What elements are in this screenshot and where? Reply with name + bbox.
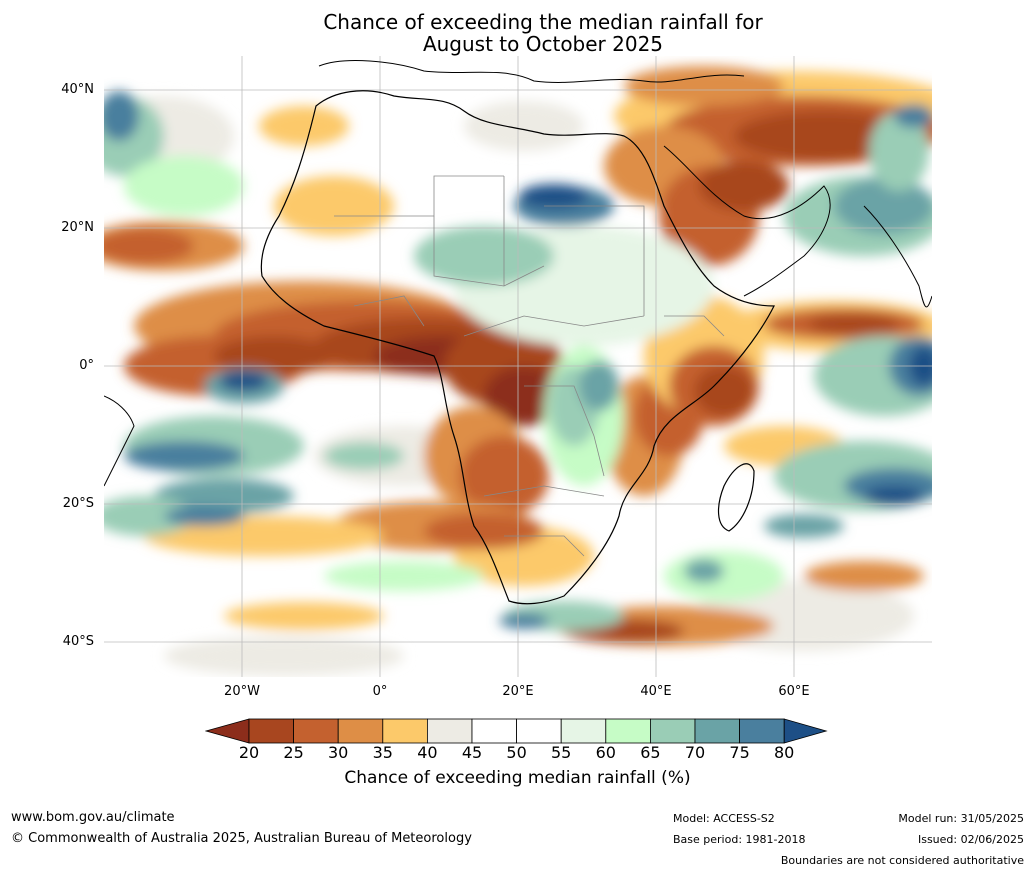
colorbar-extend-low — [204, 718, 250, 744]
colorbar-swatch — [605, 718, 651, 744]
colorbar-tick-label: 60 — [595, 743, 616, 762]
lon-label-40e: 40°E — [640, 684, 672, 699]
india-coastline — [863, 205, 933, 308]
lon-label-0: 0° — [372, 684, 388, 699]
footer-url: www.bom.gov.au/climate — [11, 810, 175, 825]
europe-coastline — [318, 60, 745, 83]
footer-model: Model: ACCESS-S2 — [673, 812, 775, 825]
colorbar-swatch — [471, 718, 517, 744]
colorbar-swatch — [694, 718, 740, 744]
lat-label-40s: 40°S — [62, 634, 94, 649]
colorbar-label: Chance of exceeding median rainfall (%) — [344, 768, 691, 788]
colorbar-tick-label: 80 — [774, 743, 795, 762]
map-title-line1: Chance of exceeding the median rainfall … — [323, 10, 763, 34]
colorbar-tick-label: 50 — [506, 743, 527, 762]
colorbar-tick-label: 70 — [684, 743, 706, 762]
colorbar-tick-label: 20 — [238, 743, 260, 762]
colorbar-svg — [204, 718, 828, 744]
probability-field — [84, 66, 974, 676]
lat-label-20s: 20°S — [62, 496, 94, 511]
footer-model-run: Model run: 31/05/2025 — [898, 812, 1024, 825]
colorbar-extend-high — [783, 718, 828, 744]
colorbar-swatch — [560, 718, 607, 744]
lat-label-40n: 40°N — [61, 82, 94, 97]
colorbar-swatch — [426, 718, 473, 744]
colorbar-swatch — [739, 718, 785, 744]
colorbar-tick-label: 65 — [640, 743, 661, 762]
footer-copyright: © Commonwealth of Australia 2025, Austra… — [11, 831, 472, 846]
graticule — [104, 56, 932, 677]
colorbar-swatch — [248, 718, 294, 744]
colorbar-swatch — [649, 718, 696, 744]
colorbar-swatch — [337, 718, 384, 744]
footer-disclaimer: Boundaries are not considered authoritat… — [780, 854, 1024, 867]
colorbar-swatch — [382, 718, 428, 744]
colorbar-tick-label: 25 — [283, 743, 304, 762]
colorbar-tick-label: 35 — [372, 743, 393, 762]
rainfall-map — [84, 56, 974, 677]
footer-base-period: Base period: 1981-2018 — [673, 833, 806, 846]
lat-label-20n: 20°N — [61, 220, 94, 235]
colorbar-tick-label: 45 — [461, 743, 483, 762]
country-borders — [334, 175, 725, 557]
colorbar-swatch — [293, 718, 339, 744]
south-america-coastline — [103, 395, 135, 487]
lat-label-equator: 0° — [79, 358, 94, 373]
africa-coastline — [260, 90, 775, 605]
lon-label-20w: 20°W — [224, 684, 260, 699]
colorbar-tick-label: 75 — [729, 743, 750, 762]
lon-label-60e: 60°E — [778, 684, 810, 699]
arabia-coastline — [663, 145, 831, 297]
map-svg — [84, 56, 974, 677]
colorbar-tick-label: 30 — [328, 743, 349, 762]
colorbar-tick-label: 40 — [417, 743, 438, 762]
lon-label-20e: 20°E — [502, 684, 534, 699]
colorbar — [204, 718, 831, 748]
madagascar-coastline — [718, 463, 755, 532]
map-title-line2: August to October 2025 — [422, 32, 664, 56]
colorbar-swatch — [516, 718, 562, 744]
colorbar-tick-label: 55 — [551, 743, 572, 762]
footer-issued: Issued: 02/06/2025 — [917, 833, 1024, 846]
